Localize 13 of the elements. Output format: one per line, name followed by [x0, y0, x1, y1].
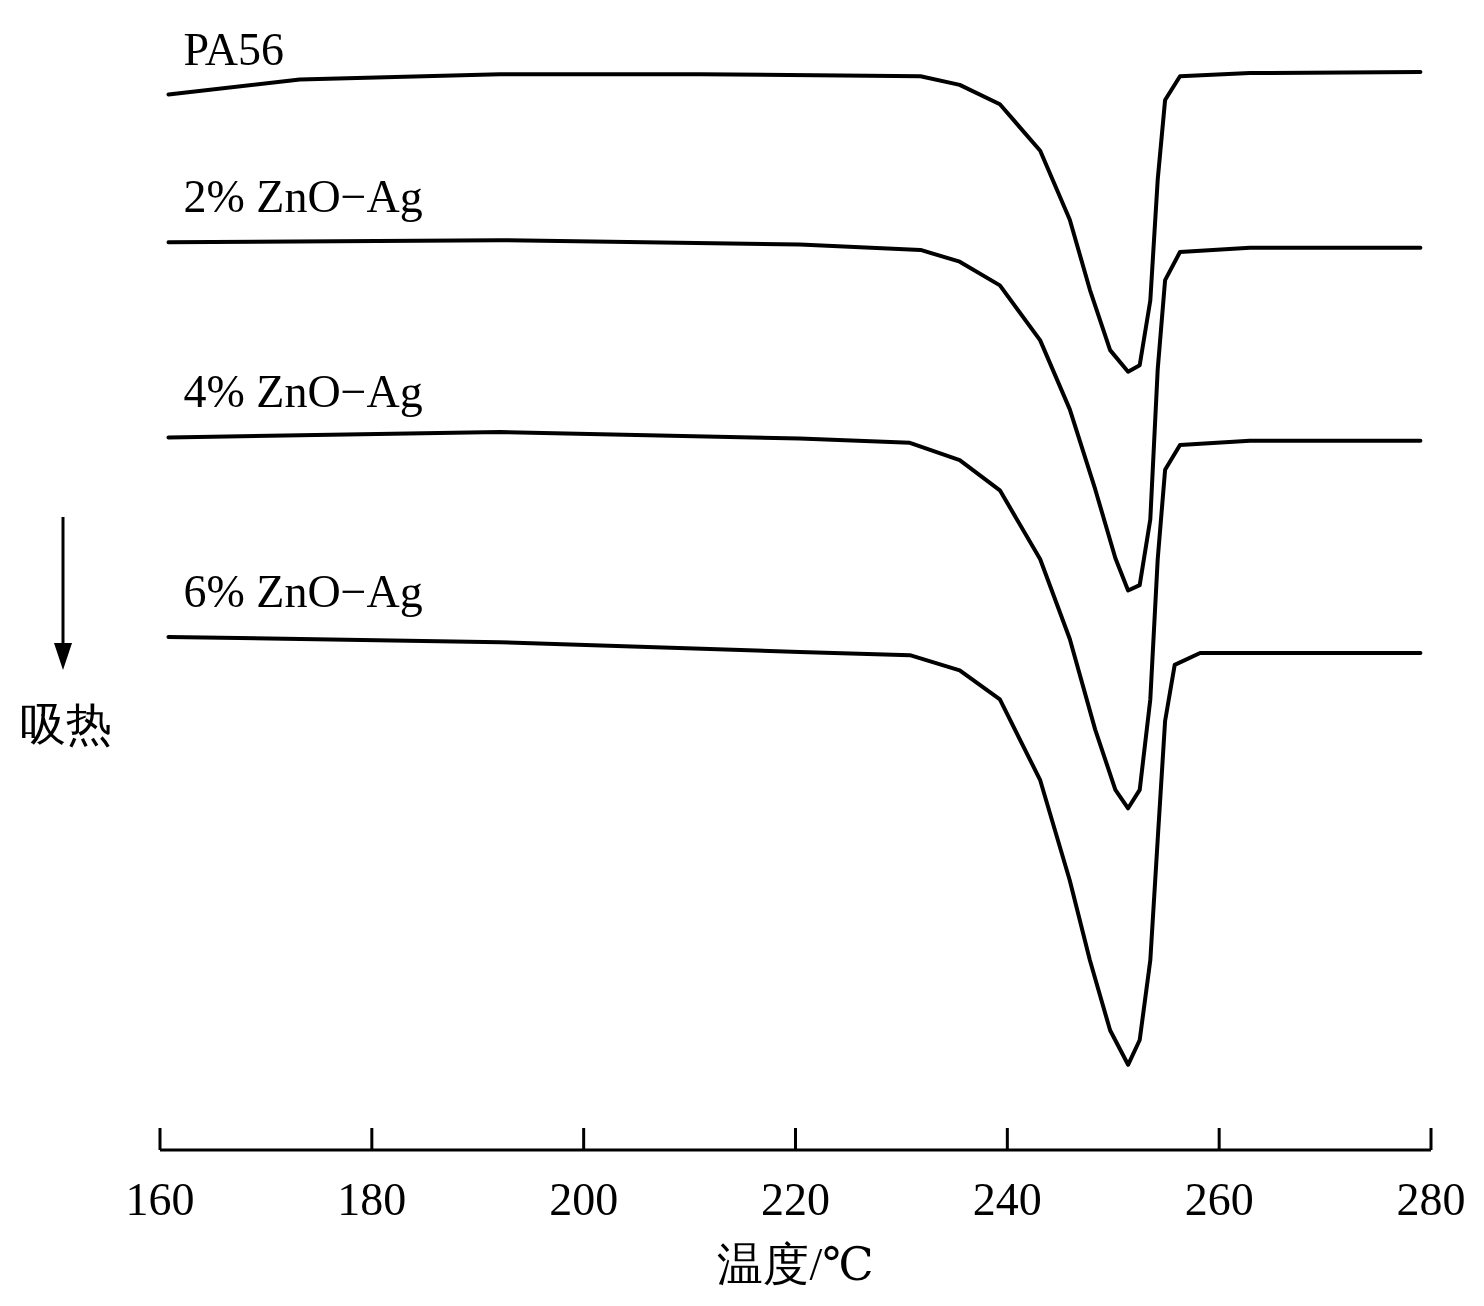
x-tick-label: 260	[1184, 1174, 1254, 1225]
series-label: PA56	[183, 23, 285, 75]
x-tick-label: 280	[1396, 1174, 1466, 1225]
series-label: 6% ZnO−Ag	[183, 565, 423, 617]
series-label: 2% ZnO−Ag	[183, 171, 423, 223]
x-tick-label: 220	[761, 1174, 830, 1225]
x-tick-label: 180	[337, 1174, 407, 1225]
x-tick-label: 240	[972, 1174, 1042, 1225]
x-tick-label: 200	[549, 1174, 619, 1225]
series-label: 4% ZnO−Ag	[183, 366, 423, 418]
x-axis-title: 温度/℃	[717, 1239, 874, 1290]
text: 吸热	[20, 699, 112, 750]
x-tick-label: 160	[125, 1174, 195, 1225]
